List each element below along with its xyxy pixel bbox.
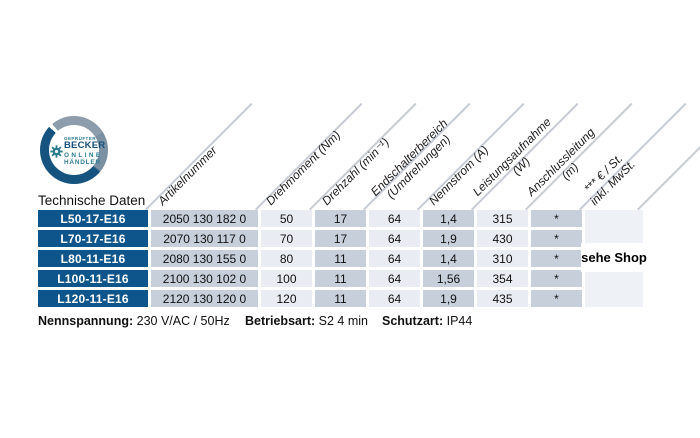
price-column-cell: sehe Shop	[581, 210, 647, 307]
drehmoment-cell: 50	[261, 210, 312, 227]
leistungsaufnahme-cell: 315	[477, 210, 528, 227]
drehmoment-cell: 120	[261, 290, 312, 307]
endschalterbereich-cell: 64	[369, 250, 420, 267]
endschalterbereich-cell: 64	[369, 290, 420, 307]
spec-label: Schutzart:	[382, 314, 444, 328]
spec-value: S2 4 min	[318, 314, 368, 328]
nennstrom-cell: 1,4	[423, 210, 474, 227]
artikelnummer-cell: 2070 130 117 0	[151, 230, 258, 247]
drehzahl-cell: 11	[315, 270, 366, 287]
gear-icon	[50, 144, 63, 158]
col-header-artikelnummer: Artikelnummer	[155, 143, 220, 208]
drehzahl-cell: 17	[315, 210, 366, 227]
endschalterbereich-cell: 64	[369, 210, 420, 227]
spec-value: IP44	[446, 314, 473, 328]
artikelnummer-cell: 2050 130 182 0	[151, 210, 258, 227]
technical-data-table: sehe Shop L50-17-E16 2050 130 182 0 50 1…	[38, 210, 647, 307]
anschlussleitung-cell: *	[531, 290, 582, 307]
badge-line-haendler: HÄNDLER	[64, 158, 101, 166]
spec-label: Betriebsart:	[245, 314, 316, 328]
model-cell: L70-17-E16	[38, 230, 148, 247]
model-cell: L120-11-E16	[38, 290, 148, 307]
nennstrom-cell: 1,9	[423, 290, 474, 307]
leistungsaufnahme-cell: 354	[477, 270, 528, 287]
spec-schutzart: Schutzart: IP44	[382, 314, 472, 328]
model-cell: L100-11-E16	[38, 270, 148, 287]
artikelnummer-cell: 2100 130 102 0	[151, 270, 258, 287]
leistungsaufnahme-cell: 435	[477, 290, 528, 307]
badge-text: GEPRÜFTER BECKER ONLINE HÄNDLER	[64, 136, 105, 166]
spec-value: 230 V/AC / 50Hz	[136, 314, 230, 328]
anschlussleitung-cell: *	[531, 270, 582, 287]
price-note-band: sehe Shop	[581, 243, 647, 272]
badge-line-becker: BECKER	[64, 140, 106, 152]
model-cell: L80-11-E16	[38, 250, 148, 267]
becker-online-haendler-badge: GEPRÜFTER BECKER ONLINE HÄNDLER	[40, 116, 108, 184]
drehzahl-cell: 11	[315, 290, 366, 307]
drehzahl-cell: 11	[315, 250, 366, 267]
drehmoment-cell: 100	[261, 270, 312, 287]
artikelnummer-cell: 2120 130 120 0	[151, 290, 258, 307]
spec-label: Nennspannung:	[38, 314, 134, 328]
nennstrom-cell: 1,56	[423, 270, 474, 287]
page-title: Technische Daten	[38, 193, 146, 208]
endschalterbereich-cell: 64	[369, 230, 420, 247]
leistungsaufnahme-cell: 430	[477, 230, 528, 247]
anschlussleitung-cell: *	[531, 230, 582, 247]
nennstrom-cell: 1,4	[423, 250, 474, 267]
price-note: sehe Shop	[581, 250, 647, 265]
spec-betriebsart: Betriebsart: S2 4 min	[245, 314, 368, 328]
drehmoment-cell: 70	[261, 230, 312, 247]
model-cell: L50-17-E16	[38, 210, 148, 227]
artikelnummer-cell: 2080 130 155 0	[151, 250, 258, 267]
badge-line-online: ONLINE	[64, 151, 103, 159]
badge-line-geprueft: GEPRÜFTER	[64, 135, 96, 141]
spec-nennspannung: Nennspannung: 230 V/AC / 50Hz	[38, 314, 230, 328]
drehzahl-cell: 17	[315, 230, 366, 247]
drehmoment-cell: 80	[261, 250, 312, 267]
anschlussleitung-cell: *	[531, 250, 582, 267]
endschalterbereich-cell: 64	[369, 270, 420, 287]
anschlussleitung-cell: *	[531, 210, 582, 227]
nennstrom-cell: 1,9	[423, 230, 474, 247]
leistungsaufnahme-cell: 310	[477, 250, 528, 267]
badge-content: GEPRÜFTER BECKER ONLINE HÄNDLER	[50, 130, 105, 172]
